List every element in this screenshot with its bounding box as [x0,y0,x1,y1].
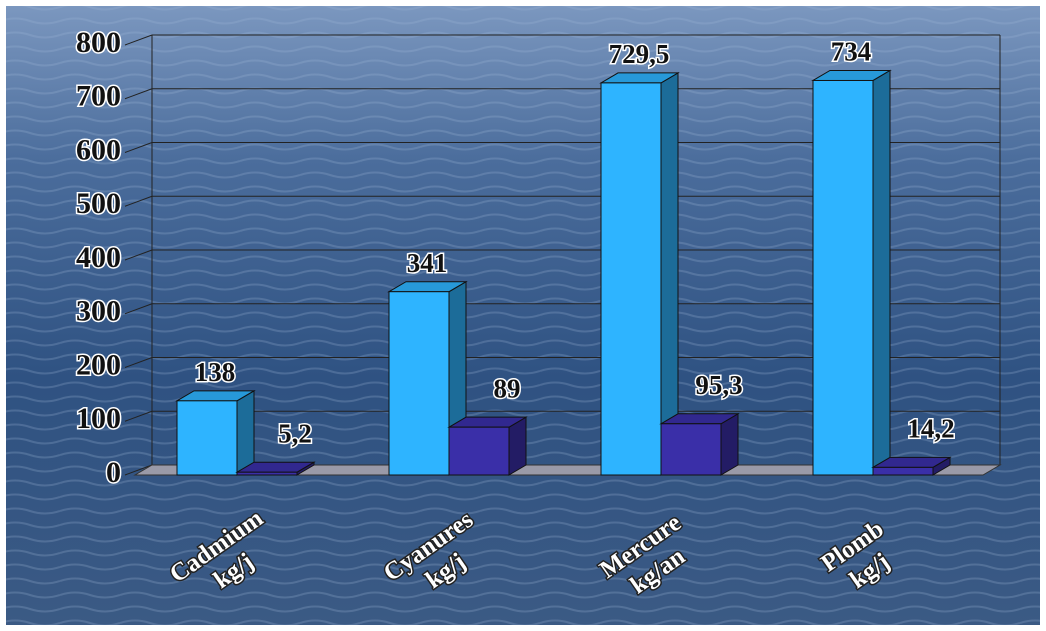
tick-mark [124,142,153,153]
y-tick-label: 800 [76,26,121,59]
y-tick-label: 400 [76,241,121,274]
value-label: 14,2 [907,414,954,444]
value-label: 341 [407,248,448,278]
y-tick-label: 300 [76,295,121,328]
bar-front [388,291,450,476]
tick-mark [124,249,153,261]
value-label: 729,5 [609,39,670,69]
value-label: 89 [494,373,521,403]
bar-front [812,79,874,476]
bar-front [176,400,238,476]
bar [871,456,952,476]
bar-side [236,389,255,476]
bar-front [660,423,722,476]
y-tick-label: 100 [76,402,121,435]
tick-mark [124,88,153,100]
bar [235,461,316,476]
tick-mark [124,410,153,422]
tick-mark [124,303,153,315]
value-label: 138 [195,357,236,387]
bar-front [600,82,662,476]
bar [811,69,892,476]
tick-mark [124,195,153,207]
y-tick-label: 0 [106,456,121,489]
value-label: 5,2 [278,418,312,448]
y-tick-label: 600 [76,133,121,166]
y-tick-label: 200 [76,348,121,381]
bar-front [872,466,934,476]
bar [599,72,680,476]
bar [447,416,528,476]
y-tick-label: 700 [76,80,121,113]
bar [659,412,740,476]
tick-mark [124,34,153,46]
tick-mark [124,357,153,368]
bar [175,389,256,476]
bar-front [448,426,510,476]
value-label: 734 [831,37,872,67]
bar-front [236,471,298,476]
bar-side [720,412,739,476]
bar-side [660,72,679,476]
tick-mark [124,464,153,476]
value-label: 95,3 [695,370,742,400]
bar-side [872,69,891,476]
y-tick-label: 500 [76,187,121,220]
